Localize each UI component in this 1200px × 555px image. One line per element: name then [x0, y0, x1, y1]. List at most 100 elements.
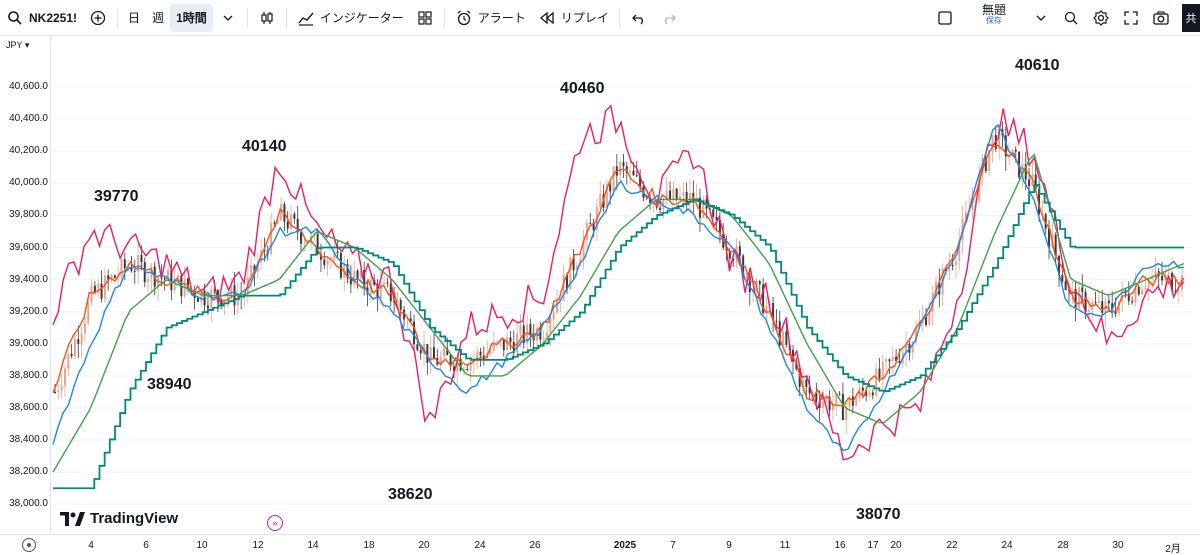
time-tick-label: 24 [474, 540, 486, 551]
candle-body [782, 331, 785, 346]
snapshot-button[interactable] [1146, 4, 1176, 32]
settings-button[interactable] [1086, 4, 1116, 32]
interval-week[interactable]: 週 [152, 11, 165, 25]
candle-body [57, 390, 60, 393]
candle-body [296, 218, 299, 233]
price-annotation: 38940 [147, 376, 192, 393]
price-tick-label: 39,800.0 [9, 209, 48, 221]
quick-search-icon [1064, 11, 1078, 24]
price-chart[interactable] [51, 36, 1192, 534]
candle-body [270, 222, 273, 254]
candle-body [971, 200, 974, 210]
price-annotation: 38070 [856, 506, 901, 523]
candle-body [758, 281, 761, 285]
candle-body [565, 274, 568, 290]
candle-body [1061, 274, 1064, 282]
candle-body [905, 344, 908, 353]
candle-body [855, 397, 858, 406]
candle-body [170, 269, 173, 291]
time-axis[interactable]: 4 6 10 12 14 18 20 24 26 2025 7 9 11 16 17 20 22 24 28 30 2月 [0, 534, 1200, 555]
candle-body [958, 240, 961, 262]
templates-button[interactable] [410, 4, 440, 32]
indicator-line-3 [52, 124, 1185, 452]
price-tick-label: 38,200.0 [9, 466, 48, 478]
candle-body [745, 276, 748, 278]
candle-body [462, 368, 465, 371]
candle-body [140, 254, 143, 263]
candle-body [685, 191, 688, 204]
time-tick-label: 7 [670, 540, 676, 551]
candle-body [133, 270, 136, 272]
time-tick-label: 20 [418, 540, 430, 551]
candle-body [1084, 292, 1087, 312]
candle-body [805, 379, 808, 388]
interval-dropdown[interactable] [213, 4, 243, 32]
candle-body [762, 284, 765, 314]
candle-body [60, 385, 63, 391]
plus-circle-icon [90, 10, 106, 25]
candle-body [203, 290, 206, 306]
layout-title: 無題 [981, 2, 1006, 17]
candle-body [456, 359, 459, 372]
currency-selector[interactable]: JPY ▾ [6, 40, 29, 51]
symbol-search[interactable]: NK2251! [0, 4, 83, 32]
candle-body [206, 305, 209, 309]
indicators-button[interactable]: インジケーター [291, 4, 410, 32]
goto-date-button[interactable] [22, 538, 36, 552]
candle-body [798, 368, 801, 387]
candle-body [619, 161, 622, 176]
candle-body [1117, 301, 1120, 314]
candle-body [446, 348, 449, 356]
candle-body [998, 129, 1001, 149]
candle-body [339, 252, 342, 278]
redo-button[interactable] [654, 4, 684, 32]
price-axis-border [50, 36, 51, 534]
price-annotation: 40140 [242, 138, 287, 155]
price-annotation: 40610 [1015, 57, 1060, 74]
candle-body [592, 223, 595, 231]
candle-body [1087, 310, 1090, 312]
candle-body [489, 350, 492, 353]
candle-body [988, 149, 991, 172]
interval-day[interactable]: 日 [128, 11, 141, 25]
candle-body [432, 347, 435, 359]
candle-body [216, 290, 219, 300]
alarm-clock-icon [457, 10, 471, 25]
candle-body [130, 266, 133, 271]
quick-search-button[interactable] [1056, 4, 1086, 32]
candle-body [213, 289, 216, 291]
candle-body [83, 323, 86, 334]
candle-body [542, 337, 545, 340]
candle-body [376, 284, 379, 299]
fullscreen-button[interactable] [1116, 4, 1146, 32]
candle-body [1177, 289, 1180, 292]
candle-body [110, 275, 113, 280]
layout-name[interactable]: 無題 保存 [976, 2, 1012, 32]
target-icon [27, 543, 31, 547]
time-tick-label: 30 [1112, 540, 1124, 551]
undo-button[interactable] [624, 4, 654, 32]
time-tick-label: 9 [726, 540, 732, 551]
scroll-to-realtime-button[interactable]: » [267, 515, 283, 531]
gear-icon [1093, 9, 1109, 26]
time-tick-label: 24 [1001, 540, 1013, 551]
candle-body [80, 333, 83, 344]
compare-button[interactable] [83, 4, 113, 32]
alert-button[interactable]: アラート [449, 4, 532, 32]
replay-button[interactable]: リプレイ [532, 4, 615, 32]
candle-body [1101, 301, 1104, 313]
candle-body [808, 387, 811, 394]
chart-type-button[interactable] [252, 4, 282, 32]
layout-select-button[interactable] [930, 4, 960, 32]
price-annotation: 38620 [388, 486, 433, 503]
candle-body [1064, 281, 1067, 290]
layout-dropdown[interactable] [1026, 4, 1056, 32]
candle-body [113, 275, 116, 278]
interval-hour[interactable]: 1時間 [170, 3, 213, 32]
watermark-text: TradingView [90, 510, 179, 527]
candle-body [519, 325, 522, 334]
chevron-down-icon: ▾ [24, 40, 30, 50]
candle-body [326, 259, 329, 265]
share-button[interactable]: 共 [1182, 4, 1200, 32]
candle-body [688, 192, 691, 204]
